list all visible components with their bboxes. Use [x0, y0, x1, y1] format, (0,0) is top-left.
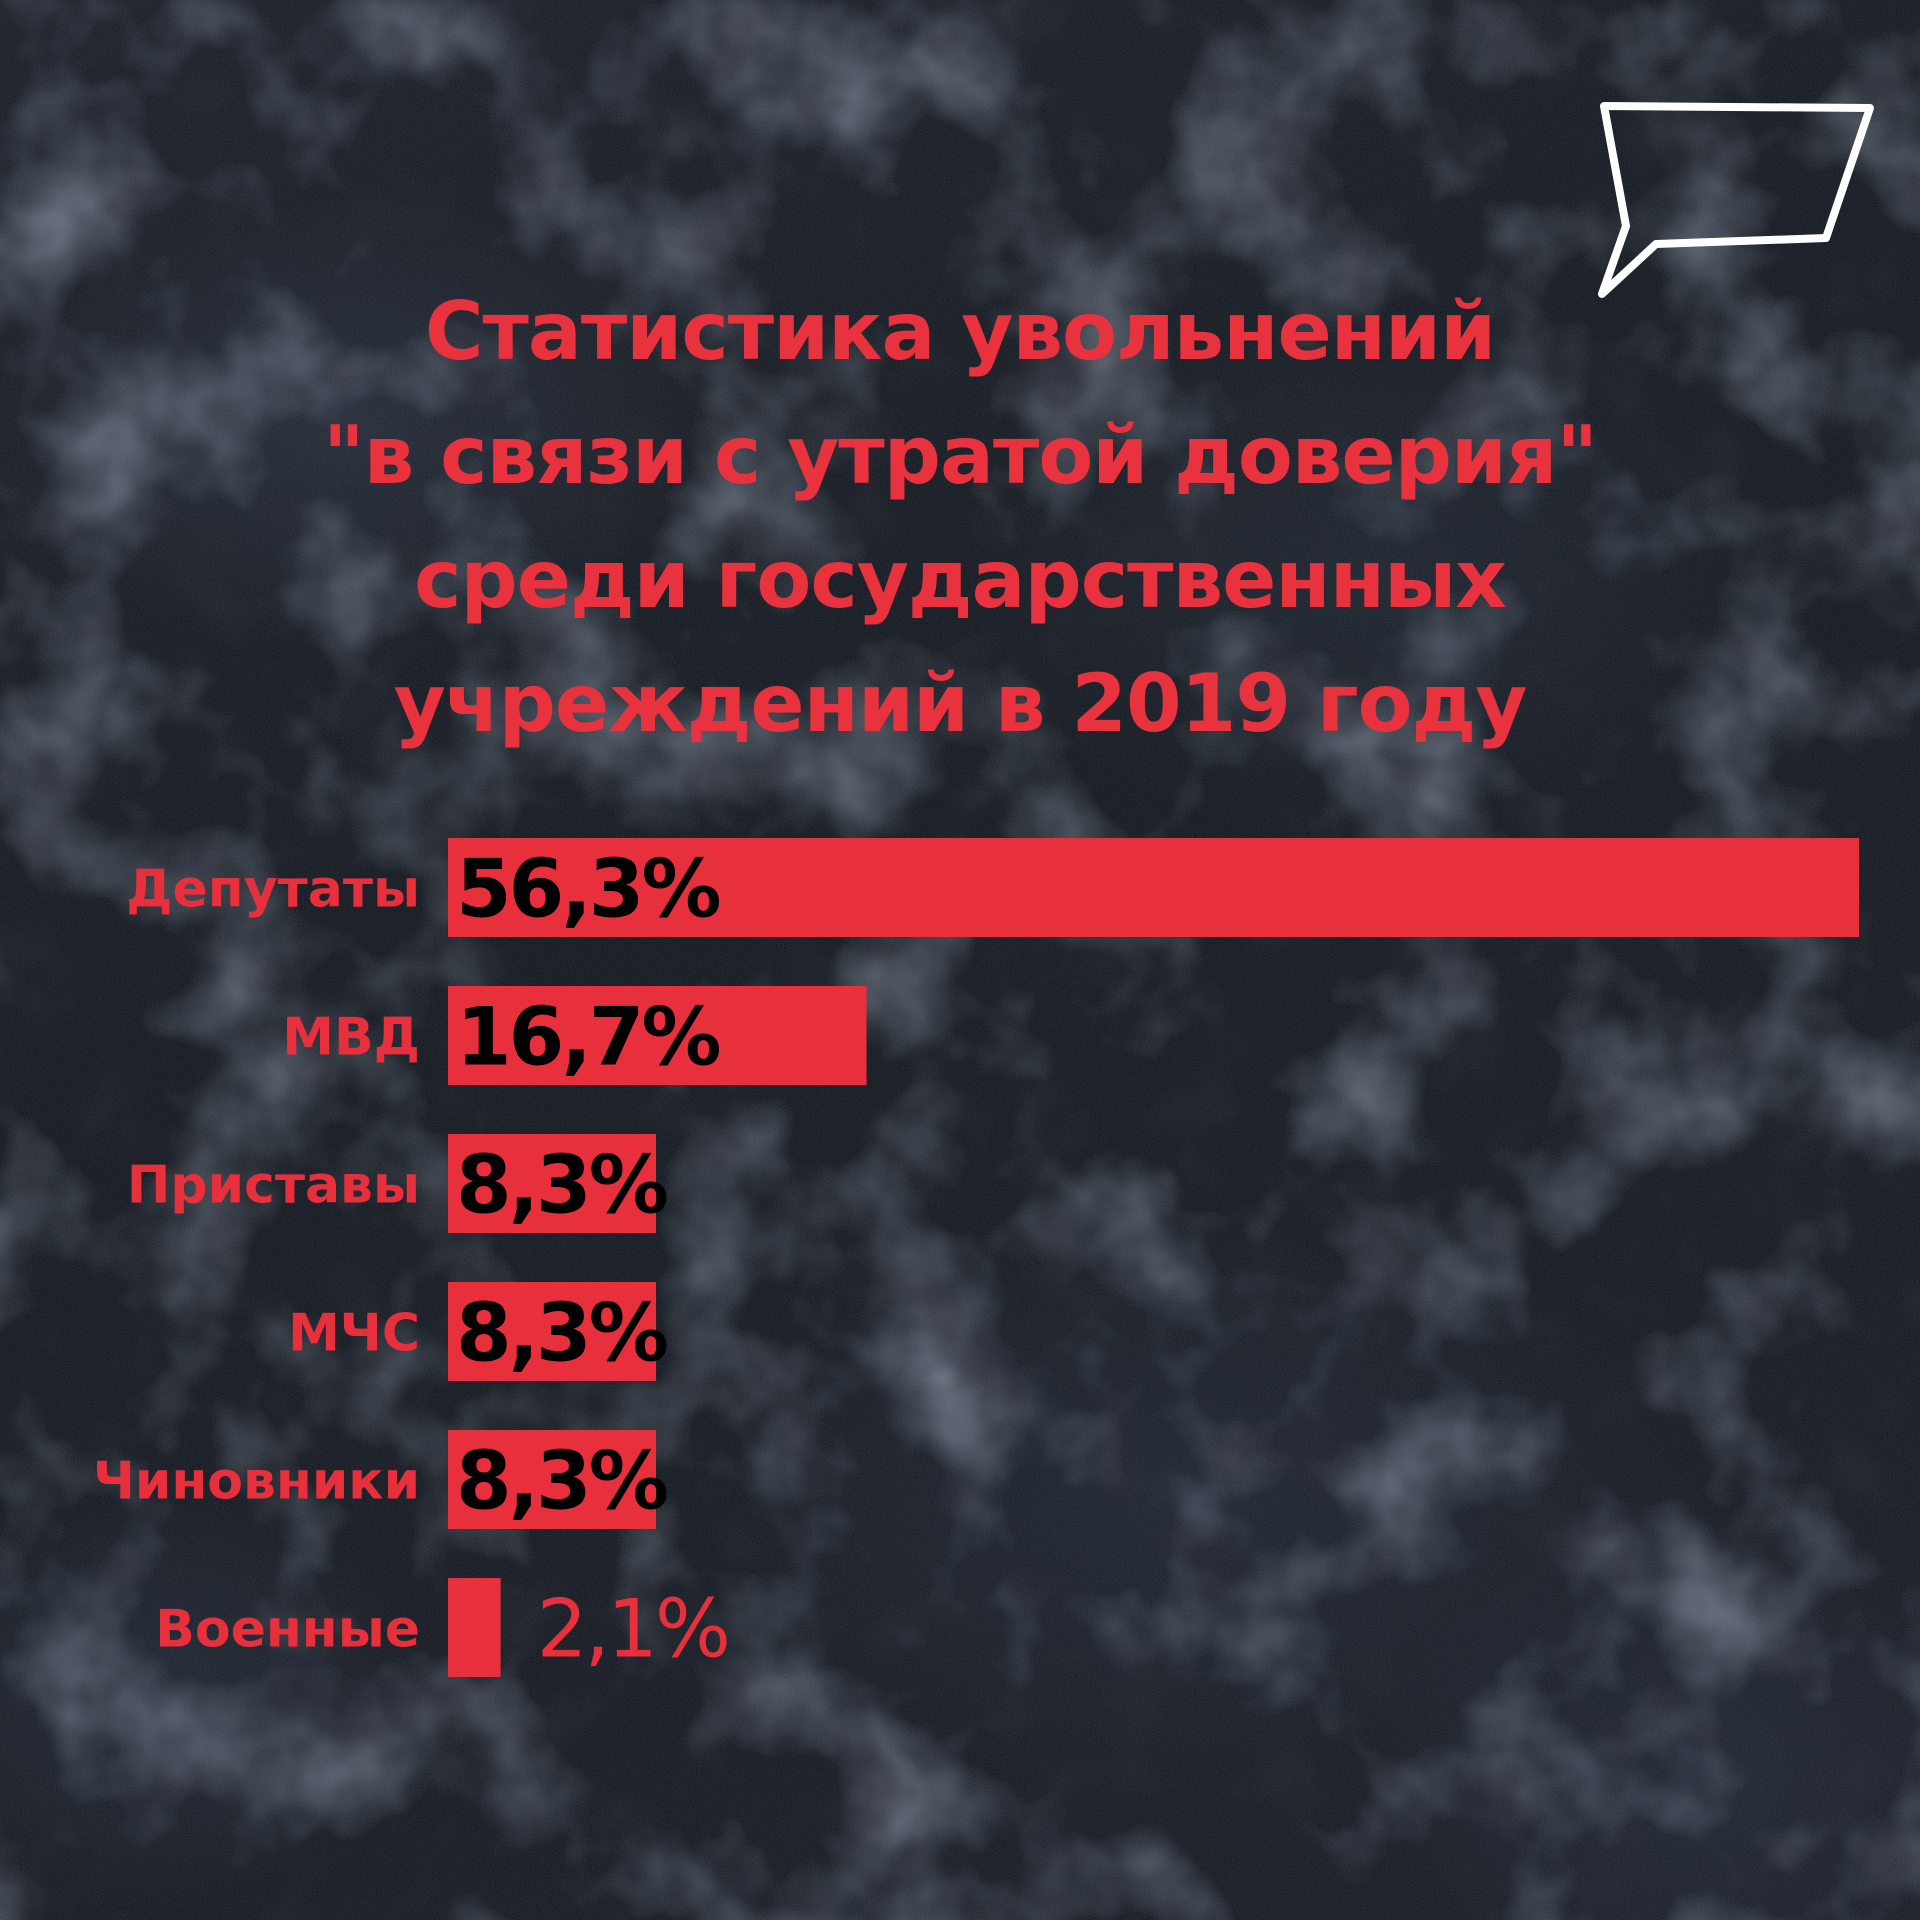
bar-3: [448, 1282, 657, 1381]
bar-1: [448, 986, 867, 1085]
value-label-4: 8,3%: [456, 1435, 667, 1528]
speech-bubble-icon: [1598, 102, 1874, 298]
category-label-3: МЧС: [288, 1304, 420, 1364]
title-line-4: учреждений в 2019 году: [393, 657, 1528, 750]
value-label-5: 2,1%: [537, 1583, 728, 1676]
title-line-2: "в связи с утратой доверия": [322, 409, 1598, 502]
title-line-3: среди государственных: [414, 533, 1507, 626]
bar-2: [448, 1134, 657, 1233]
value-label-0: 56,3%: [456, 843, 719, 936]
bar-0: [448, 838, 1859, 937]
title-line-1: Статистика увольнений: [424, 285, 1496, 378]
category-label-2: Приставы: [127, 1156, 420, 1216]
chart-title: Статистика увольнений "в связи с утратой…: [0, 270, 1920, 766]
value-label-1: 16,7%: [456, 991, 719, 1084]
value-label-2: 8,3%: [456, 1139, 667, 1232]
category-label-1: МВД: [282, 1008, 420, 1068]
category-label-5: Военные: [155, 1600, 420, 1660]
category-label-0: Депутаты: [126, 860, 420, 920]
category-label-4: Чиновники: [93, 1452, 420, 1512]
bar-5: [448, 1578, 501, 1677]
bar-4: [448, 1430, 657, 1529]
value-label-3: 8,3%: [456, 1287, 667, 1380]
